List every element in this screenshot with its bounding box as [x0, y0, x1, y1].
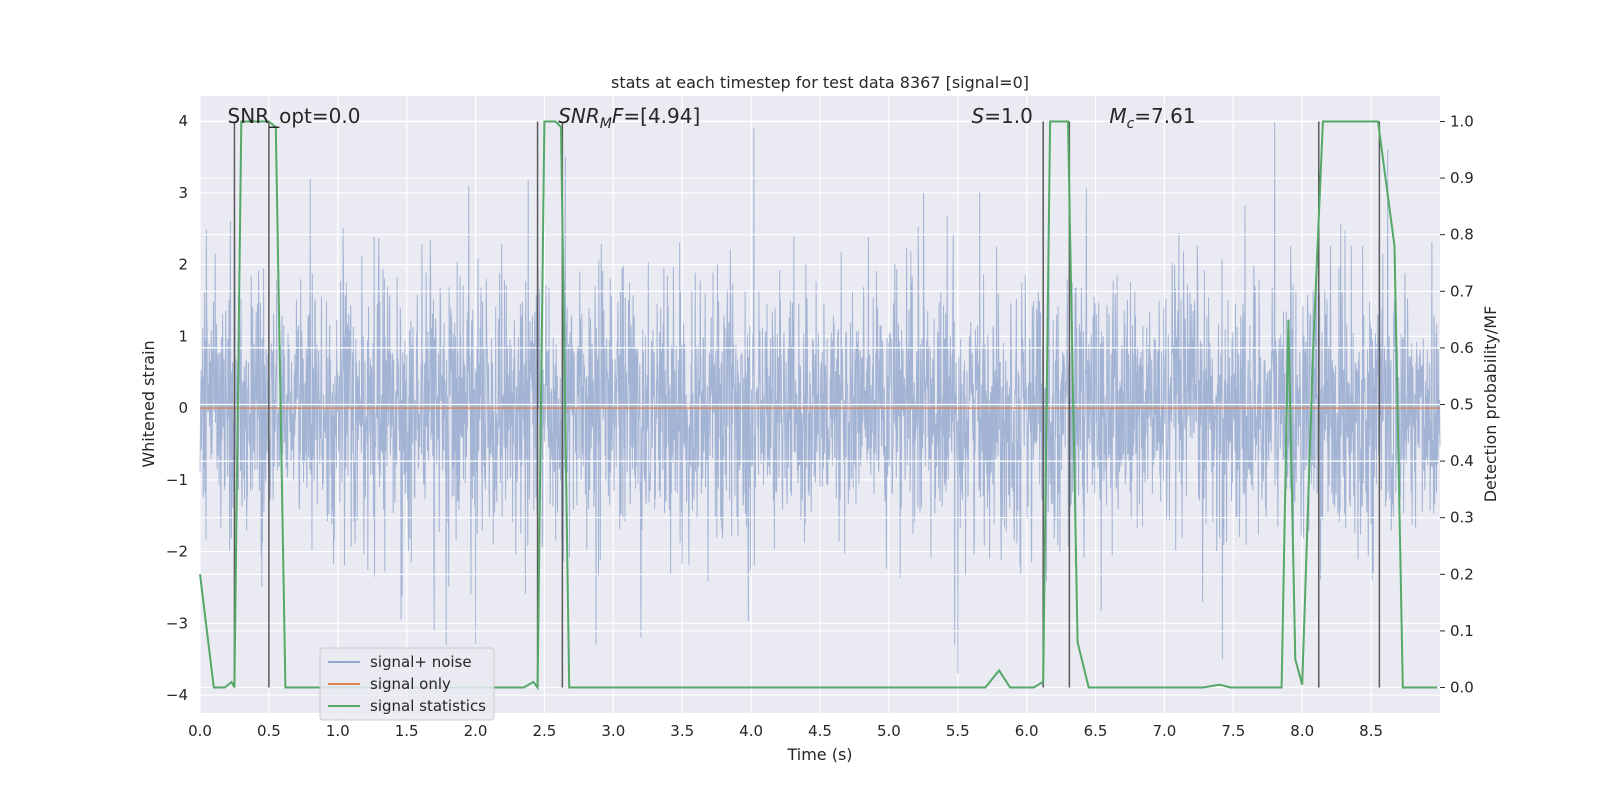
annotation-mc-value: Mc=7.61 — [1109, 104, 1195, 132]
legend-label-signal: signal only — [370, 675, 451, 693]
x-tick-label: 5.0 — [877, 722, 901, 740]
x-tick-label: 1.0 — [326, 722, 350, 740]
y-tick-label: 4 — [178, 112, 188, 130]
y2-tick-label: 0.2 — [1450, 565, 1474, 583]
y-ticks: 4 3 2 1 0 −1 −2 −3 −4 — [166, 112, 188, 704]
y-tick-label: −1 — [166, 471, 188, 489]
y-tick-label: 3 — [178, 184, 188, 202]
legend-label-stats: signal statistics — [370, 697, 486, 715]
y-axis-label: Whitened strain — [139, 340, 158, 467]
stats-trace — [199, 120, 1438, 691]
annotations: SNR_opt=0.0 SNRMF=[4.94] S=1.0 Mc=7.61 — [228, 104, 1196, 132]
x-tick-label: 7.0 — [1153, 722, 1177, 740]
y-tick-label: −3 — [166, 614, 188, 632]
y-tick-label: 0 — [178, 399, 188, 417]
y2-tick-label: 0.7 — [1450, 282, 1474, 300]
y2-tick-label: 1.0 — [1450, 112, 1474, 130]
x-tick-label: 2.0 — [464, 722, 488, 740]
x-tick-label: 3.5 — [670, 722, 694, 740]
y-tick-label: 2 — [178, 256, 188, 274]
y-tick-label: −2 — [166, 543, 188, 561]
x-tick-label: 4.0 — [739, 722, 763, 740]
y2-tick-label: 0.6 — [1450, 339, 1474, 357]
x-tick-label: 7.5 — [1221, 722, 1245, 740]
y2-tick-label: 0.5 — [1450, 396, 1474, 414]
legend-box — [319, 647, 495, 721]
annotation-snr-opt: SNR_opt=0.0 — [228, 104, 361, 128]
y-tick-label: 1 — [178, 327, 188, 345]
annotation-snr-mf: SNRMF=[4.94] — [558, 104, 700, 132]
noise-series — [199, 121, 1441, 674]
chart-title: stats at each timestep for test data 836… — [611, 73, 1029, 92]
x-tick-label: 5.5 — [946, 722, 970, 740]
x-tick-label: 3.0 — [601, 722, 625, 740]
x-tick-label: 2.5 — [533, 722, 557, 740]
x-tick-label: 6.0 — [1015, 722, 1039, 740]
x-tick-label: 8.5 — [1359, 722, 1383, 740]
x-tick-label: 0.0 — [188, 722, 212, 740]
y2-ticks: 1.0 0.9 0.8 0.7 0.6 0.5 0.4 0.3 0.2 0.1 0.0 — [1440, 112, 1474, 697]
noise-trace — [199, 121, 1441, 674]
x-tick-label: 6.5 — [1084, 722, 1108, 740]
y2-tick-label: 0.1 — [1450, 622, 1474, 640]
y2-tick-label: 0.3 — [1450, 509, 1474, 527]
x-ticks: 0.0 0.5 1.0 1.5 2.0 2.5 3.0 3.5 4.0 4.5 5.0 5.5 6.0 6… — [188, 722, 1383, 740]
y-tick-label: −4 — [166, 686, 188, 704]
legend-label-noise: signal+ noise — [370, 653, 472, 671]
y2-axis-label: Detection probability/MF — [1481, 306, 1500, 503]
x-tick-label: 0.5 — [257, 722, 281, 740]
y2-tick-label: 0.0 — [1450, 679, 1474, 697]
y2-tick-label: 0.8 — [1450, 226, 1474, 244]
x-tick-label: 1.5 — [395, 722, 419, 740]
legend: signal+ noise signal only signal statist… — [319, 647, 495, 721]
annotation-s-value: S=1.0 — [972, 104, 1033, 128]
y2-tick-label: 0.4 — [1450, 452, 1474, 470]
x-axis-label: Time (s) — [786, 745, 852, 764]
x-tick-label: 4.5 — [808, 722, 832, 740]
y2-tick-label: 0.9 — [1450, 169, 1474, 187]
x-tick-label: 8.0 — [1290, 722, 1314, 740]
signal-statistics-series — [199, 120, 1438, 691]
